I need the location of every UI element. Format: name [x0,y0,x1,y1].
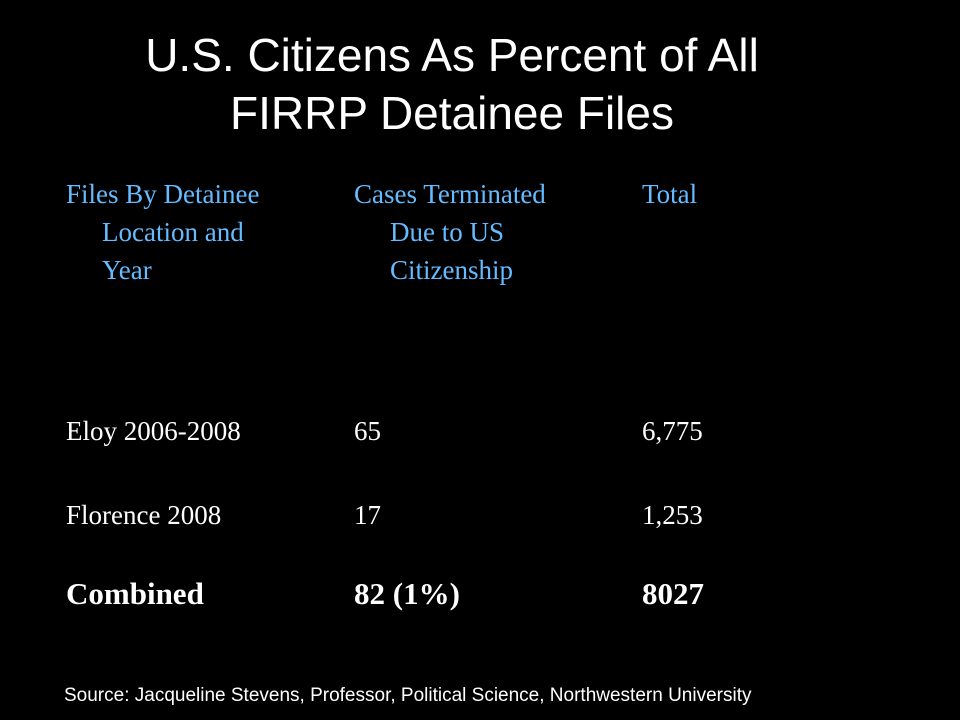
source-citation: Source: Jacqueline Stevens, Professor, P… [64,685,752,706]
column-header-location-line-1: Files By Detainee [66,179,260,209]
column-header-total-line-1: Total [642,179,698,209]
column-header-terminated-line-2: Due to US [390,217,504,247]
row-combined-location: Combined [66,576,204,611]
slide-title: U.S. Citizens As Percent of All FIRRP De… [0,26,904,142]
row-eloy-total: 6,775 [642,416,703,446]
column-header-terminated-line-1: Cases Terminated [354,179,546,209]
slide-title-line-2: FIRRP Detainee Files [230,87,674,139]
column-header-location-line-2: Location and [102,217,244,247]
row-florence-total: 1,253 [642,500,703,530]
row-florence-terminated: 17 [354,500,381,530]
column-header-terminated-line-3: Citizenship [390,255,513,285]
column-header-terminated: Cases Terminated Due to US Citizenship [354,175,546,289]
row-florence-location: Florence 2008 [66,500,222,530]
row-combined-total: 8027 [642,576,704,611]
row-eloy-location: Eloy 2006-2008 [66,416,241,446]
row-combined-terminated: 82 (1%) [354,576,460,611]
slide-title-line-1: U.S. Citizens As Percent of All [145,29,759,81]
column-header-total: Total [642,175,697,213]
column-header-location-line-3: Year [102,255,152,285]
column-header-location: Files By Detainee Location and Year [66,175,259,289]
row-eloy-terminated: 65 [354,416,381,446]
